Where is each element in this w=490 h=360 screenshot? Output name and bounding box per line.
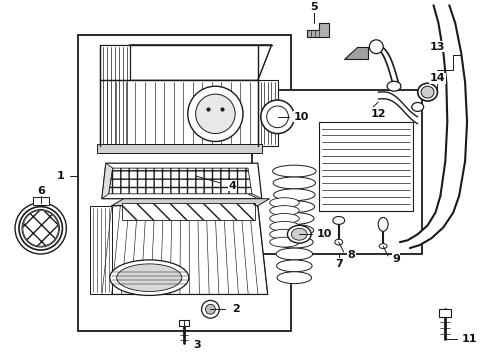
Polygon shape [343, 47, 368, 59]
Ellipse shape [335, 239, 343, 245]
Ellipse shape [274, 201, 315, 212]
Ellipse shape [270, 237, 299, 247]
Text: 9: 9 [392, 254, 400, 264]
Ellipse shape [387, 81, 401, 91]
Ellipse shape [272, 165, 316, 177]
Ellipse shape [292, 228, 307, 240]
Polygon shape [122, 203, 255, 220]
Polygon shape [102, 163, 113, 199]
Text: 10: 10 [316, 229, 332, 239]
Circle shape [15, 203, 66, 254]
Polygon shape [400, 196, 459, 248]
Bar [78, 35, 292, 331]
Text: 2: 2 [232, 304, 240, 314]
Text: 8: 8 [348, 250, 355, 260]
Polygon shape [97, 144, 262, 153]
Polygon shape [102, 163, 262, 199]
Ellipse shape [412, 103, 424, 111]
Polygon shape [100, 45, 129, 147]
Ellipse shape [417, 83, 438, 101]
Text: 13: 13 [430, 42, 445, 52]
Ellipse shape [273, 177, 316, 189]
Text: 3: 3 [193, 340, 200, 350]
Text: 10: 10 [294, 112, 309, 122]
Ellipse shape [270, 198, 299, 208]
Ellipse shape [270, 229, 299, 239]
Ellipse shape [273, 189, 315, 201]
Circle shape [369, 40, 383, 54]
Polygon shape [319, 122, 413, 211]
Circle shape [23, 211, 58, 246]
Bar [440, 309, 451, 317]
Ellipse shape [275, 236, 313, 248]
Polygon shape [102, 206, 268, 294]
Text: 7: 7 [335, 259, 343, 269]
Polygon shape [434, 5, 467, 196]
Circle shape [188, 86, 243, 141]
Polygon shape [109, 168, 252, 194]
Circle shape [261, 100, 294, 134]
Text: 14: 14 [430, 73, 445, 83]
Text: 11: 11 [461, 334, 477, 344]
Text: 6: 6 [37, 186, 45, 196]
Circle shape [196, 94, 235, 134]
Circle shape [22, 210, 59, 247]
Polygon shape [100, 80, 258, 147]
Ellipse shape [421, 86, 434, 98]
Circle shape [205, 304, 216, 314]
Text: 4: 4 [228, 181, 236, 191]
Bar [179, 320, 189, 326]
Bar [252, 90, 422, 254]
Ellipse shape [288, 225, 311, 243]
Polygon shape [248, 194, 262, 199]
Circle shape [267, 106, 289, 128]
Polygon shape [307, 23, 329, 37]
Polygon shape [120, 45, 271, 80]
Polygon shape [90, 206, 112, 294]
Circle shape [201, 300, 220, 318]
Ellipse shape [378, 217, 388, 231]
Ellipse shape [277, 272, 312, 284]
Ellipse shape [274, 212, 314, 224]
Ellipse shape [270, 206, 299, 216]
Polygon shape [258, 80, 277, 147]
Ellipse shape [276, 260, 312, 272]
Ellipse shape [379, 244, 387, 248]
Ellipse shape [117, 264, 182, 292]
Ellipse shape [270, 213, 299, 224]
Text: 5: 5 [310, 2, 318, 12]
Text: 1: 1 [56, 171, 64, 181]
Ellipse shape [270, 221, 299, 231]
Ellipse shape [276, 248, 313, 260]
Polygon shape [112, 199, 270, 206]
Bar [33, 197, 49, 204]
Ellipse shape [275, 224, 314, 236]
Ellipse shape [333, 216, 344, 224]
Ellipse shape [110, 260, 189, 296]
Text: 12: 12 [370, 109, 386, 119]
